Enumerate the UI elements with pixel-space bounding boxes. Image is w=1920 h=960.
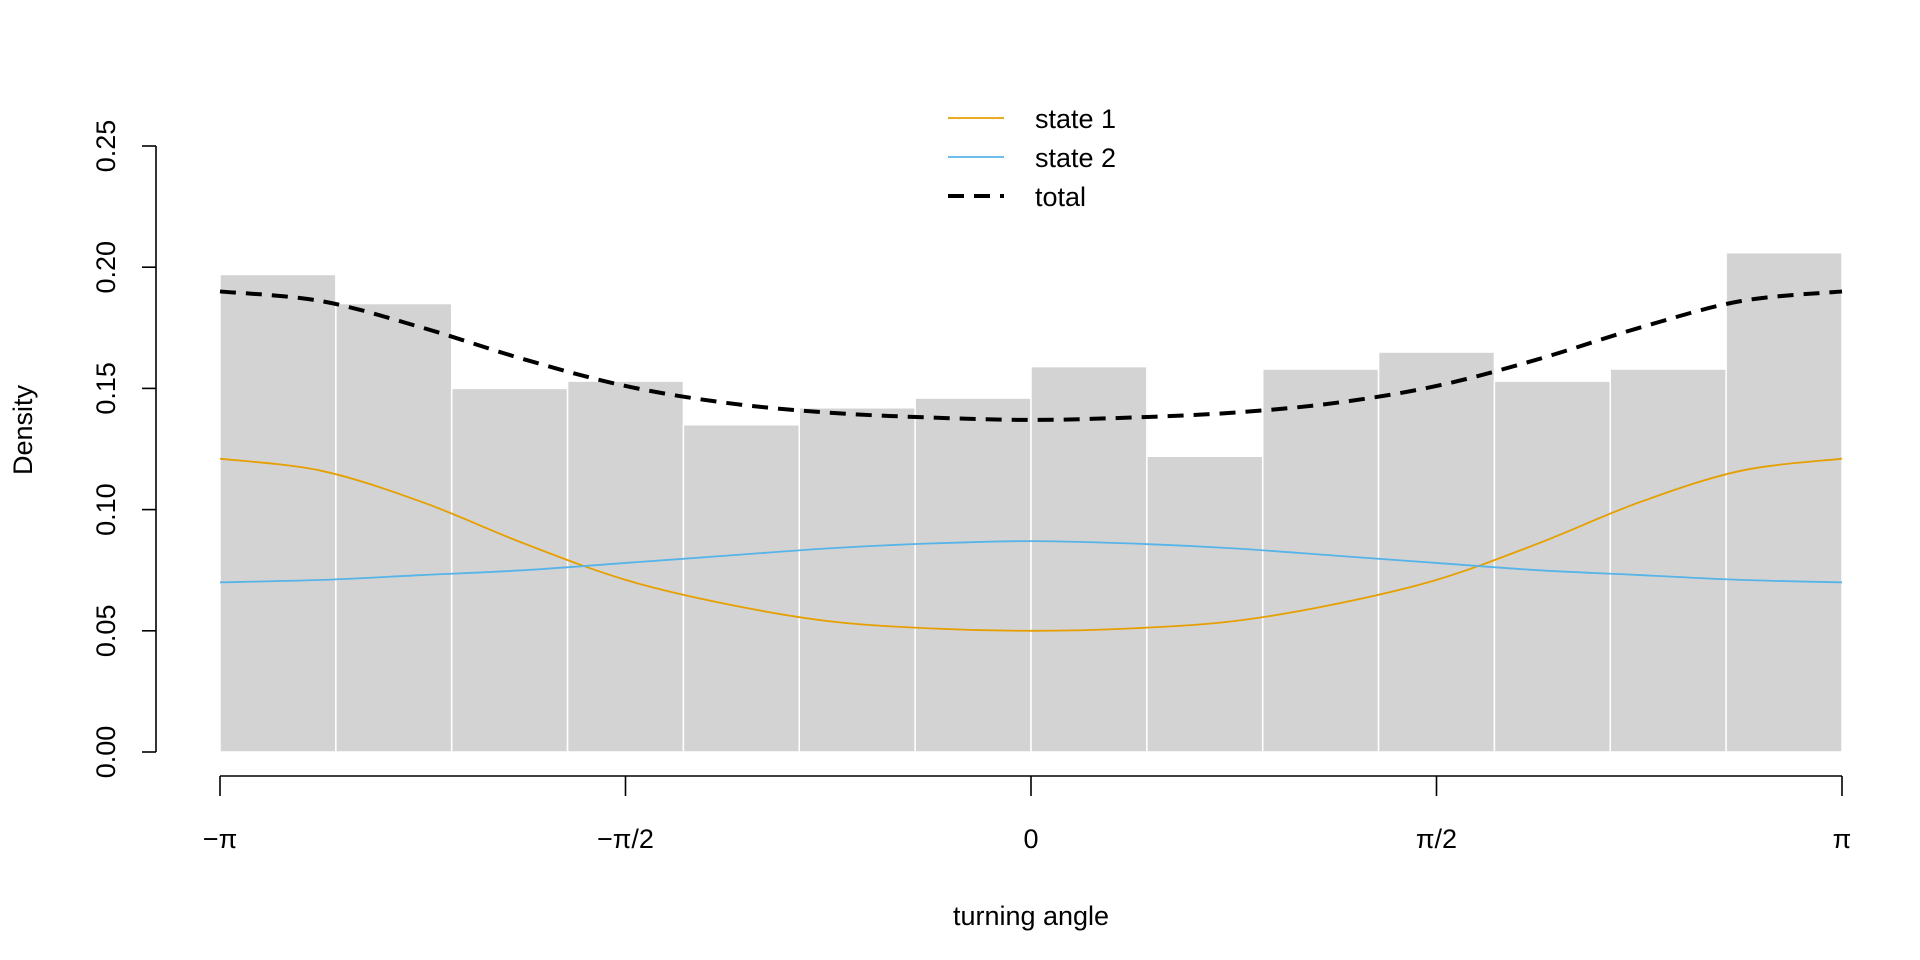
histogram-bar [335, 302, 453, 753]
y-tick-label: 0.05 [91, 605, 121, 658]
series-line-state-2 [219, 540, 1843, 584]
histogram-bar [1030, 365, 1148, 753]
legend-label: state 1 [1035, 104, 1116, 134]
y-tick-label: 0.20 [91, 241, 121, 294]
x-tick-label: π/2 [1416, 824, 1457, 854]
histogram-bar [1725, 251, 1843, 753]
histogram-bar [914, 397, 1032, 753]
histogram-bar [682, 424, 801, 753]
series-line-state-1 [219, 457, 1843, 632]
x-tick-label: −π/2 [597, 824, 654, 854]
y-tick-label: 0.25 [91, 120, 121, 173]
histogram-bar [1261, 368, 1380, 753]
y-axis: 0.00 0.05 0.10 0.15 0.20 0.25 [91, 120, 157, 779]
histogram-bar [1146, 455, 1264, 753]
x-axis: −π −π/2 0 π/2 π [203, 775, 1852, 854]
y-tick-label: 0.00 [91, 726, 121, 779]
legend-label: total [1035, 182, 1086, 212]
x-tick-label: 0 [1023, 824, 1038, 854]
x-axis-title: turning angle [953, 901, 1109, 931]
histogram-bar [798, 407, 916, 753]
y-tick-label: 0.10 [91, 483, 121, 536]
x-tick-label: π [1833, 824, 1852, 854]
histogram-bar [1609, 368, 1727, 753]
y-axis-title: Density [8, 384, 38, 475]
histogram-bars [219, 251, 1843, 753]
y-tick-label: 0.15 [91, 362, 121, 415]
histogram-bar [219, 273, 337, 753]
histogram-bar [1493, 380, 1612, 753]
legend: state 1 state 2 total [948, 104, 1116, 212]
density-curves [219, 289, 1843, 632]
histogram-bar [1377, 351, 1496, 753]
legend-label: state 2 [1035, 143, 1116, 173]
x-tick-label: −π [203, 824, 237, 854]
